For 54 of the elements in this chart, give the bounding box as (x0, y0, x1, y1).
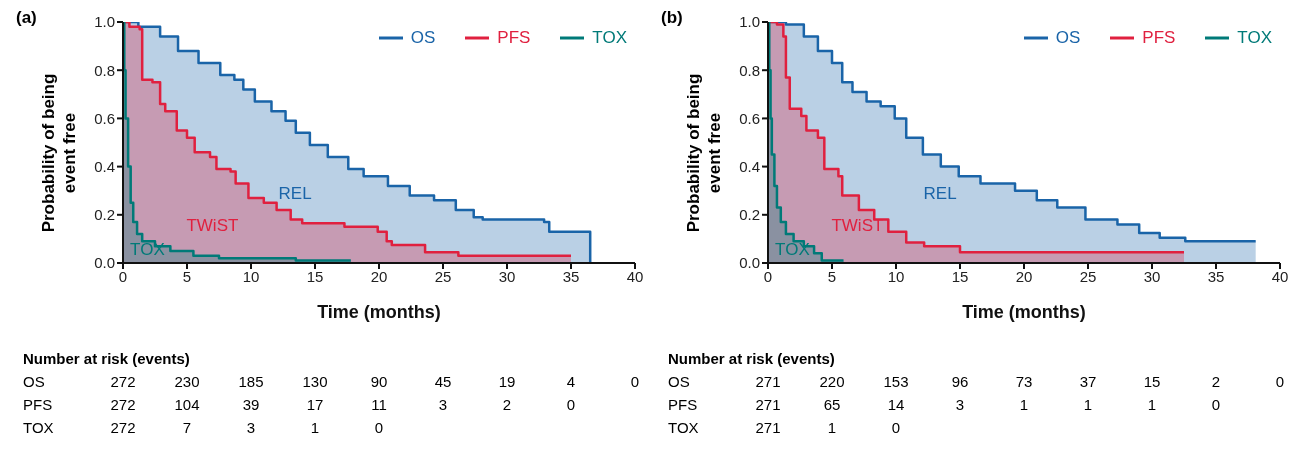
y-tick-label: 0.2 (94, 206, 115, 224)
x-tick-label: 35 (562, 267, 580, 285)
x-tick-label: 0 (763, 267, 773, 285)
text: TOX 271 1 0 (668, 419, 901, 436)
text: PFS 272 104 39 17 11 3 2 0 (23, 396, 576, 413)
y-axis-title: Probability of being event free (38, 72, 80, 234)
x-tick-label: 15 (951, 267, 969, 285)
y-axis-title: Probability of being event free (683, 72, 725, 234)
x-tick-label: 5 (182, 267, 192, 285)
x-tick-label: 20 (1015, 267, 1033, 285)
y-tick-label: 0.6 (94, 109, 115, 127)
text: OS 271 220 153 96 73 37 15 2 0 (668, 373, 1285, 390)
y-tick-label: 0.8 (739, 61, 760, 79)
x-tick-label: 30 (1143, 267, 1161, 285)
x-tick-label: 0 (118, 267, 128, 285)
x-tick-label: 5 (827, 267, 837, 285)
annotation: TWiST (186, 215, 239, 236)
y-tick-label: 0.6 (739, 109, 760, 127)
x-axis-title: Time (months) (962, 302, 1086, 322)
text: Number at risk (events) (23, 350, 190, 367)
x-tick-label: 20 (370, 267, 388, 285)
legend-label: PFS (1141, 28, 1176, 48)
x-tick-label: 30 (498, 267, 516, 285)
x-tick-label: 40 (1271, 267, 1289, 285)
y-tick-label: 0.0 (739, 254, 760, 272)
x-axis-title: Time (months) (317, 302, 441, 322)
y-tick-label: 1.0 (94, 13, 115, 31)
x-tick-label: 25 (1079, 267, 1097, 285)
legend-label: PFS (496, 28, 531, 48)
x-tick-label: 25 (434, 267, 452, 285)
y-tick-label: 1.0 (739, 13, 760, 31)
text: OS 272 230 185 130 90 45 19 4 0 (23, 373, 640, 390)
y-tick-label: 0.2 (739, 206, 760, 224)
x-tick-label: 35 (1207, 267, 1225, 285)
legend-label: OS (409, 28, 436, 48)
x-tick-label: 15 (306, 267, 324, 285)
y-tick-label: 0.0 (94, 254, 115, 272)
legend-label: OS (1054, 28, 1081, 48)
text: TOX 272 7 3 1 0 (23, 419, 384, 436)
annotation: REL (278, 184, 312, 205)
text: PFS 271 65 14 3 1 1 1 0 (668, 396, 1221, 413)
y-tick-label: 0.4 (739, 157, 760, 175)
chart-title: (b) (661, 8, 683, 28)
y-tick-label: 0.4 (94, 157, 115, 175)
x-tick-label: 10 (242, 267, 260, 285)
text: Number at risk (events) (668, 350, 835, 367)
legend-label: TOX (1236, 28, 1272, 48)
x-tick-label: 10 (887, 267, 905, 285)
chart-title: (a) (16, 8, 37, 28)
annotation: REL (923, 184, 957, 205)
y-tick-label: 0.8 (94, 61, 115, 79)
x-tick-label: 40 (626, 267, 644, 285)
annotation: TOX (775, 240, 810, 261)
legend-label: TOX (591, 28, 627, 48)
